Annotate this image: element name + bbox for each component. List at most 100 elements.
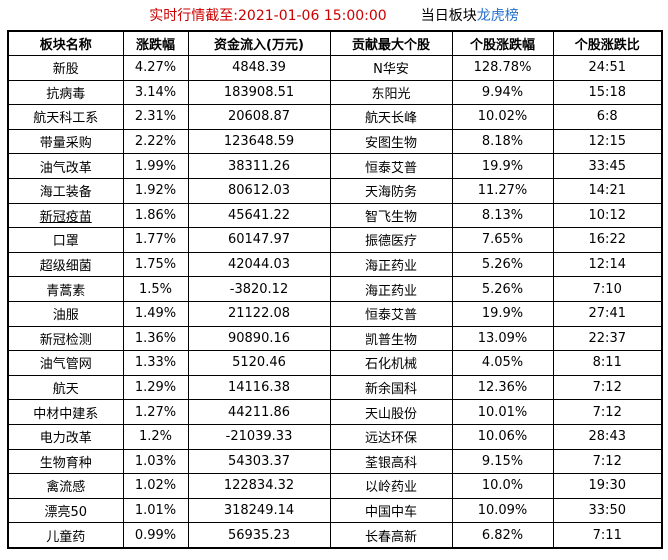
- stock-cell[interactable]: 海正药业: [329, 251, 453, 278]
- column-header-stock_change: 个股涨跌幅: [451, 30, 554, 56]
- table-row: 禽流感 1.02% 122834.32 以岭药业 10.0% 19:30: [7, 473, 663, 499]
- stock-cell[interactable]: N华安: [329, 55, 453, 81]
- sector-cell[interactable]: 航天: [7, 374, 124, 401]
- stock-cell[interactable]: 智飞生物: [329, 202, 453, 229]
- stock-cell[interactable]: 天山股份: [329, 399, 453, 425]
- sector-cell[interactable]: 电力改革: [7, 423, 124, 450]
- stock_change-cell: 4.05%: [451, 350, 554, 376]
- table-row: 儿童药 0.99% 56935.23 长春高新 6.82% 7:11: [7, 522, 663, 549]
- ratio-cell: 7:11: [552, 522, 663, 549]
- stock-cell[interactable]: 远达环保: [329, 423, 453, 450]
- sector-cell[interactable]: 带量采购: [7, 128, 124, 155]
- board-title-link[interactable]: 龙虎榜: [476, 8, 519, 24]
- inflow-cell: 90890.16: [187, 325, 331, 352]
- sector-cell[interactable]: 油气管网: [7, 350, 124, 376]
- ratio-cell: 12:14: [552, 251, 663, 278]
- column-header-stock: 贡献最大个股: [329, 30, 453, 56]
- title-bar: 实时行情截至:2021-01-06 15:00:00 当日板块龙虎榜: [0, 0, 668, 25]
- stock-cell[interactable]: 中国中车: [329, 497, 453, 524]
- sector-cell[interactable]: 青蒿素: [7, 276, 124, 302]
- inflow-cell: 14116.38: [187, 374, 331, 401]
- sector-cell[interactable]: 禽流感: [7, 473, 124, 499]
- inflow-cell: 20608.87: [187, 104, 331, 130]
- ratio-cell: 7:10: [552, 276, 663, 302]
- sector-cell[interactable]: 漂亮50: [7, 497, 124, 524]
- sector-cell[interactable]: 航天科工系: [7, 104, 124, 130]
- inflow-cell: 56935.23: [187, 522, 331, 549]
- change-cell: 1.5%: [122, 276, 189, 302]
- stock_change-cell: 11.27%: [451, 177, 554, 204]
- stock-cell[interactable]: 航天长峰: [329, 104, 453, 130]
- stock_change-cell: 7.65%: [451, 227, 554, 253]
- sector-cell[interactable]: 超级细菌: [7, 251, 124, 278]
- stock-cell[interactable]: 东阳光: [329, 79, 453, 106]
- sector-ranking-table: 板块名称 涨跌幅 资金流入(万元) 贡献最大个股 个股涨跌幅 个股涨跌比 新股 4.27% 4…: [7, 30, 663, 549]
- sector-cell[interactable]: 新冠检测: [7, 325, 124, 352]
- column-header-ratio: 个股涨跌比: [552, 30, 663, 56]
- sector-cell[interactable]: 油气改革: [7, 153, 124, 179]
- inflow-cell: -3820.12: [187, 276, 331, 302]
- table-row: 带量采购 2.22% 123648.59 安图生物 8.18% 12:15: [7, 128, 663, 155]
- sector-cell[interactable]: 海工装备: [7, 177, 124, 204]
- change-cell: 1.27%: [122, 399, 189, 425]
- table-row: 油气管网 1.33% 5120.46 石化机械 4.05% 8:11: [7, 350, 663, 376]
- change-cell: 4.27%: [122, 55, 189, 81]
- change-cell: 1.01%: [122, 497, 189, 524]
- stock_change-cell: 19.9%: [451, 300, 554, 327]
- ratio-cell: 12:15: [552, 128, 663, 155]
- stock_change-cell: 10.09%: [451, 497, 554, 524]
- column-header-sector: 板块名称: [7, 30, 124, 56]
- table-header: 板块名称 涨跌幅 资金流入(万元) 贡献最大个股 个股涨跌幅 个股涨跌比: [7, 30, 663, 56]
- stock_change-cell: 10.02%: [451, 104, 554, 130]
- stock_change-cell: 5.26%: [451, 276, 554, 302]
- change-cell: 2.22%: [122, 128, 189, 155]
- column-header-inflow[interactable]: 资金流入(万元): [187, 30, 331, 56]
- stock_change-cell: 6.82%: [451, 522, 554, 549]
- table-row: 海工装备 1.92% 80612.03 天海防务 11.27% 14:21: [7, 177, 663, 204]
- board-title-prefix: 当日板块: [420, 8, 477, 24]
- inflow-cell: 318249.14: [187, 497, 331, 524]
- ratio-cell: 33:45: [552, 153, 663, 179]
- sector-cell[interactable]: 中材中建系: [7, 399, 124, 425]
- stock-cell[interactable]: 石化机械: [329, 350, 453, 376]
- stock-cell[interactable]: 安图生物: [329, 128, 453, 155]
- realtime-timestamp: 实时行情截至:2021-01-06 15:00:00: [149, 8, 387, 24]
- column-header-change[interactable]: 涨跌幅: [122, 30, 189, 56]
- sector-cell[interactable]: 口罩: [7, 227, 124, 253]
- stock-cell[interactable]: 以岭药业: [329, 473, 453, 499]
- inflow-cell: 42044.03: [187, 251, 331, 278]
- ratio-cell: 19:30: [552, 473, 663, 499]
- sector-cell[interactable]: 抗病毒: [7, 79, 124, 106]
- change-cell: 1.92%: [122, 177, 189, 204]
- change-cell: 1.75%: [122, 251, 189, 278]
- inflow-cell: 60147.97: [187, 227, 331, 253]
- stock-cell[interactable]: 荃银高科: [329, 448, 453, 475]
- sector-cell[interactable]: 生物育种: [7, 448, 124, 475]
- sector-cell[interactable]: 新股: [7, 55, 124, 81]
- stock-cell[interactable]: 振德医疗: [329, 227, 453, 253]
- stock_change-cell: 8.18%: [451, 128, 554, 155]
- stock-cell[interactable]: 恒泰艾普: [329, 300, 453, 327]
- change-cell: 1.02%: [122, 473, 189, 499]
- change-cell: 2.31%: [122, 104, 189, 130]
- change-cell: 1.03%: [122, 448, 189, 475]
- stock-cell[interactable]: 新余国科: [329, 374, 453, 401]
- inflow-cell: 54303.37: [187, 448, 331, 475]
- stock-cell[interactable]: 天海防务: [329, 177, 453, 204]
- inflow-cell: 44211.86: [187, 399, 331, 425]
- sector-cell[interactable]: 新冠疫苗: [7, 202, 124, 229]
- table-body: 新股 4.27% 4848.39 N华安 128.78% 24:51 抗病毒 3.14% 183…: [7, 55, 663, 549]
- sector-cell[interactable]: 油服: [7, 300, 124, 327]
- stock-cell[interactable]: 恒泰艾普: [329, 153, 453, 179]
- ratio-cell: 15:18: [552, 79, 663, 106]
- ratio-cell: 10:12: [552, 202, 663, 229]
- stock-cell[interactable]: 长春高新: [329, 522, 453, 549]
- stock-cell[interactable]: 凯普生物: [329, 325, 453, 352]
- stock-cell[interactable]: 海正药业: [329, 276, 453, 302]
- ratio-cell: 6:8: [552, 104, 663, 130]
- inflow-cell: -21039.33: [187, 423, 331, 450]
- stock_change-cell: 19.9%: [451, 153, 554, 179]
- inflow-cell: 5120.46: [187, 350, 331, 376]
- sector-cell[interactable]: 儿童药: [7, 522, 124, 549]
